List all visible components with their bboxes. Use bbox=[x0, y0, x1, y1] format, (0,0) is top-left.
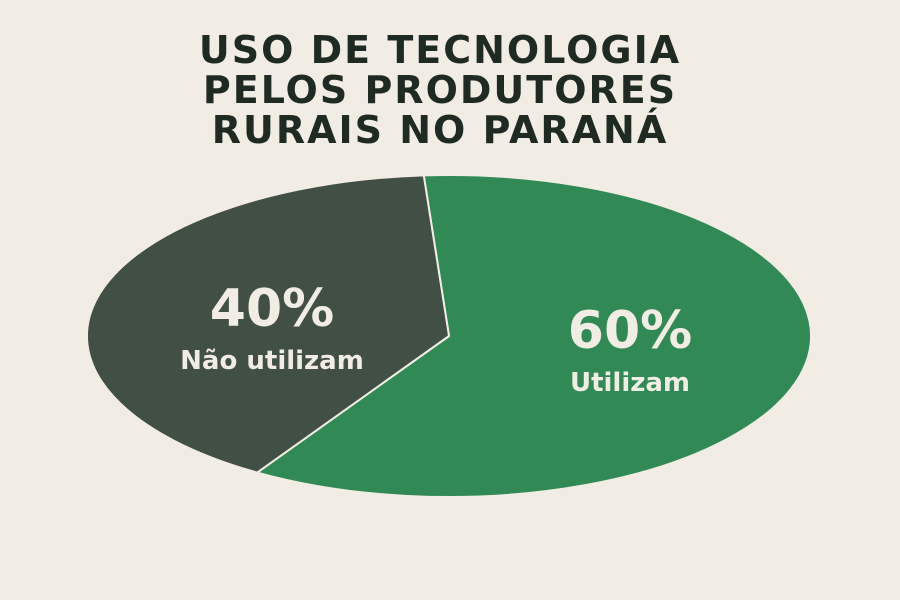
slice-category-label-nao-utilizam: Não utilizam bbox=[180, 346, 364, 376]
pie-slice-utilizam bbox=[254, 174, 812, 498]
slice-value-label-utilizam: 60% bbox=[568, 301, 692, 361]
chart-title-line-3: RURAIS NO PARANÁ bbox=[211, 108, 669, 152]
chart-title-line-1: USO DE TECNOLOGIA bbox=[198, 28, 682, 72]
chart-title: USO DE TECNOLOGIA PELOS PRODUTORES RURAI… bbox=[80, 30, 800, 150]
chart-title-line-2: PELOS PRODUTORES bbox=[202, 68, 678, 112]
pie-slice-nao-utilizam bbox=[86, 174, 451, 474]
slice-category-label-utilizam: Utilizam bbox=[570, 368, 690, 398]
slice-value-label-nao-utilizam: 40% bbox=[210, 279, 334, 339]
